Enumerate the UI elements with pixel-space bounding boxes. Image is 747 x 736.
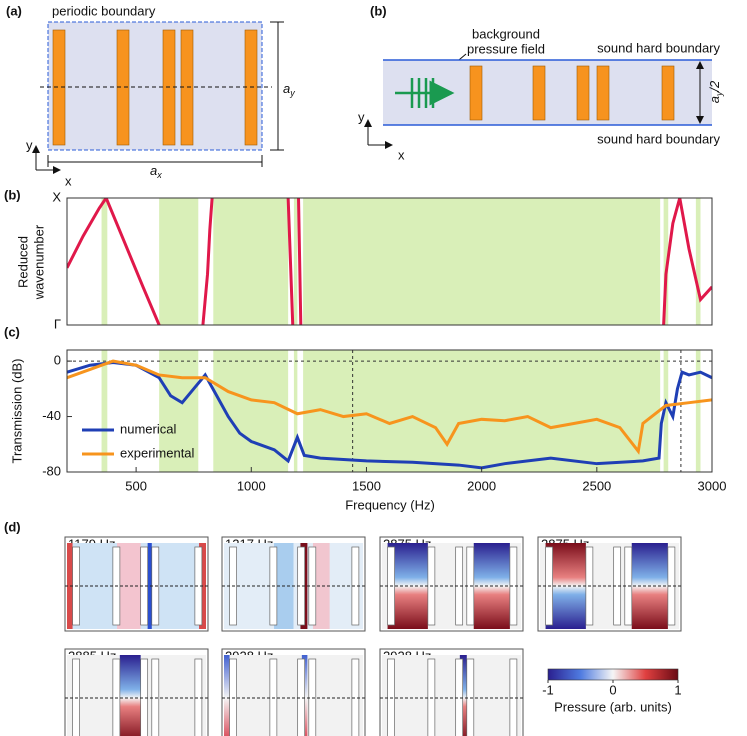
diagram-b: (b) background pressure field sound hard…	[358, 3, 724, 162]
y-axis-label: Transmission (dB)	[9, 359, 24, 464]
dim-label: ay/2	[707, 80, 724, 103]
map-field	[224, 655, 363, 736]
panel-label: (b)	[4, 187, 21, 202]
axis-name: x	[65, 173, 72, 188]
x-tick-label: 2000	[467, 478, 496, 493]
band	[159, 350, 199, 472]
x-tick-label: 3000	[698, 478, 727, 493]
field-map: 2885 Hz	[64, 648, 209, 736]
band	[663, 198, 669, 325]
y-axis-label: Reduced	[15, 236, 30, 288]
x-tick-label: 1000	[237, 478, 266, 493]
axis-name: x	[398, 147, 405, 162]
dim-label: ax	[150, 163, 162, 180]
band	[293, 350, 298, 472]
x-tick-label: 500	[125, 478, 147, 493]
legend-label: numerical	[120, 421, 176, 436]
wave-icon	[395, 78, 455, 108]
field-map: 2928 Hz	[221, 648, 366, 736]
band	[303, 350, 661, 472]
band	[101, 198, 108, 325]
dim-label: ay	[283, 81, 295, 98]
band	[101, 350, 108, 472]
colorbar-tick-label: 1	[674, 682, 681, 697]
scatterers	[52, 29, 258, 146]
colorbar	[547, 668, 679, 681]
axis-name: y	[26, 137, 33, 152]
y-tick-label: 0	[54, 353, 61, 368]
band	[213, 198, 289, 325]
map-region	[224, 655, 230, 736]
colorbar-label: Pressure (arb. units)	[554, 699, 672, 714]
plot-frame	[66, 349, 713, 473]
series-line	[201, 198, 214, 325]
map-region	[459, 655, 467, 736]
map-region	[147, 543, 152, 629]
y-tick-label: Γ	[54, 316, 61, 331]
diagram-a: (a) periodic boundary ay ax y x	[6, 3, 295, 188]
x-tick-label: 1500	[352, 478, 381, 493]
band	[695, 350, 701, 472]
field-map: 2928 Hz	[379, 648, 524, 736]
field-map: 2875 Hz	[537, 536, 682, 632]
band	[303, 198, 661, 325]
series-line	[104, 198, 161, 325]
x-tick-label: 2500	[582, 478, 611, 493]
x-axis-label: Frequency (Hz)	[345, 497, 435, 512]
y-tick-label: -80	[42, 463, 61, 478]
series-line	[67, 198, 108, 269]
map-region	[67, 543, 73, 629]
boundary-label: periodic boundary	[52, 3, 156, 18]
panel-label: (b)	[370, 3, 387, 18]
map-region	[312, 543, 330, 629]
colorbar-tick-label: 0	[609, 682, 616, 697]
series-line	[67, 359, 712, 455]
series-line	[67, 360, 712, 470]
boundary-label: sound hard boundary	[597, 40, 720, 55]
field-label: pressure field	[467, 41, 545, 56]
unit-cell	[47, 21, 263, 151]
legend-label: experimental	[120, 445, 195, 460]
y-tick-label: -40	[42, 408, 61, 423]
axis-name: y	[358, 109, 365, 124]
panel-label: (c)	[4, 324, 20, 339]
y-axis-label: wavenumber	[31, 224, 46, 300]
field-map: 1217 Hz	[221, 536, 366, 632]
plot-frame	[66, 197, 713, 326]
map-field	[382, 655, 521, 736]
series-line	[286, 198, 295, 325]
band	[695, 198, 701, 325]
boundary-label: sound hard boundary	[597, 131, 720, 146]
band	[663, 350, 669, 472]
series-line	[662, 198, 682, 325]
map-region	[117, 543, 141, 629]
scatterers	[469, 65, 675, 121]
panel-label: (d)	[4, 519, 21, 534]
field-map: 1179 Hz	[64, 536, 209, 632]
band	[159, 198, 199, 325]
y-tick-label: X	[52, 189, 61, 204]
map-region	[119, 655, 141, 736]
band	[293, 198, 298, 325]
field-map: 2875 Hz	[379, 536, 524, 632]
series-line	[678, 198, 712, 303]
panel-label: (a)	[6, 3, 22, 18]
series-line	[297, 198, 303, 325]
colorbar-tick-label: -1	[542, 682, 554, 697]
field-label: background	[472, 26, 540, 41]
